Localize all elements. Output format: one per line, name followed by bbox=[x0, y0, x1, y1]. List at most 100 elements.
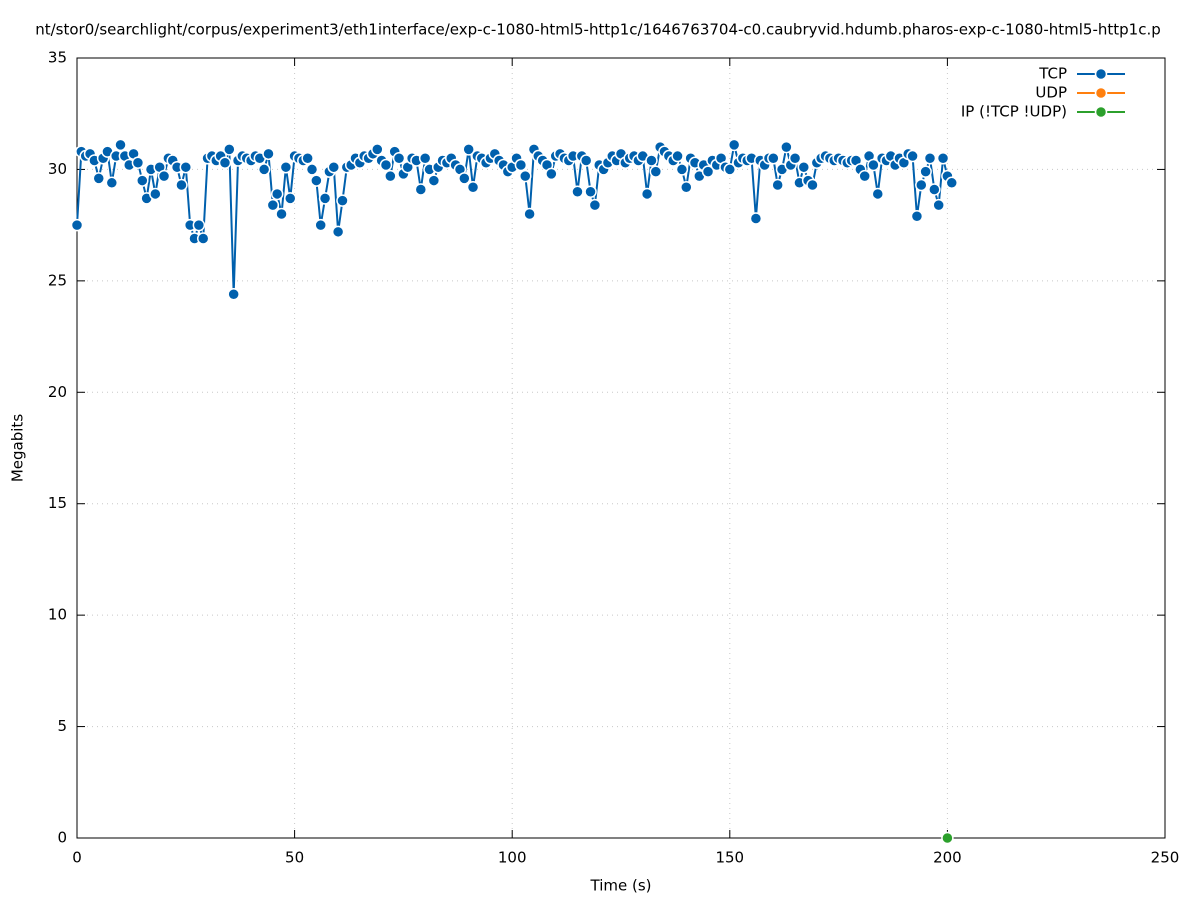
y-tick-label: 20 bbox=[48, 383, 67, 401]
data-point bbox=[519, 169, 532, 183]
data-point bbox=[584, 185, 597, 198]
data-point bbox=[906, 149, 919, 163]
legend-label: IP (!TCP !UDP) bbox=[961, 103, 1067, 121]
data-point bbox=[427, 174, 441, 187]
legend-swatch bbox=[1094, 67, 1108, 81]
data-point bbox=[331, 225, 345, 239]
data-point bbox=[771, 178, 784, 192]
data-point bbox=[645, 154, 658, 167]
data-point bbox=[928, 183, 941, 196]
data-point bbox=[871, 187, 885, 201]
data-point bbox=[275, 207, 288, 221]
data-point bbox=[327, 160, 341, 174]
legend-label: TCP bbox=[1038, 65, 1067, 83]
data-point bbox=[418, 152, 432, 165]
data-point bbox=[640, 187, 654, 201]
data-point bbox=[780, 140, 793, 154]
x-tick-label: 100 bbox=[498, 849, 527, 867]
data-point bbox=[915, 178, 928, 192]
legend-label: UDP bbox=[1035, 84, 1067, 102]
data-point bbox=[314, 218, 327, 232]
data-point bbox=[767, 152, 780, 165]
chart-title: nt/stor0/searchlight/corpus/experiment3/… bbox=[35, 21, 1161, 39]
data-point bbox=[671, 149, 684, 163]
data-point bbox=[305, 163, 319, 176]
data-point bbox=[392, 152, 406, 165]
y-tick-label: 0 bbox=[57, 829, 67, 847]
data-point bbox=[92, 172, 106, 185]
data-point bbox=[797, 160, 811, 174]
data-point bbox=[545, 167, 558, 181]
y-tick-label: 25 bbox=[48, 271, 67, 289]
data-point bbox=[179, 160, 193, 174]
data-point bbox=[858, 169, 871, 183]
data-point bbox=[379, 158, 393, 172]
data-point bbox=[466, 181, 480, 194]
data-point bbox=[936, 152, 950, 165]
data-point bbox=[227, 287, 240, 301]
y-axis-label: Megabits bbox=[9, 414, 27, 482]
data-point bbox=[749, 212, 763, 225]
data-point bbox=[283, 192, 297, 205]
data-point bbox=[301, 152, 314, 165]
x-tick-label: 150 bbox=[715, 849, 744, 867]
data-point bbox=[462, 143, 475, 156]
data-point bbox=[371, 143, 384, 156]
data-point bbox=[910, 209, 924, 223]
data-point bbox=[675, 163, 689, 176]
data-point bbox=[192, 218, 206, 232]
y-tick-label: 35 bbox=[48, 49, 67, 67]
data-point bbox=[218, 156, 232, 169]
x-tick-label: 200 bbox=[933, 849, 962, 867]
data-point bbox=[257, 163, 271, 176]
x-tick-label: 0 bbox=[72, 849, 82, 867]
data-point bbox=[131, 156, 145, 169]
data-point bbox=[105, 176, 119, 190]
data-point bbox=[941, 831, 954, 845]
data-point bbox=[458, 172, 471, 185]
y-tick-label: 15 bbox=[48, 494, 67, 512]
x-tick-label: 250 bbox=[1151, 849, 1180, 867]
data-point bbox=[867, 158, 880, 172]
data-point bbox=[680, 181, 693, 194]
data-point bbox=[523, 207, 536, 221]
data-point bbox=[571, 185, 584, 198]
data-point bbox=[579, 154, 593, 167]
data-point bbox=[279, 160, 293, 174]
data-point bbox=[70, 218, 84, 232]
plot-frame bbox=[76, 57, 1166, 839]
data-point bbox=[923, 152, 937, 165]
legend-swatch bbox=[1094, 86, 1108, 100]
data-point bbox=[727, 138, 741, 152]
data-point bbox=[932, 198, 945, 212]
data-point bbox=[788, 152, 802, 165]
data-point bbox=[223, 143, 236, 156]
data-point bbox=[310, 174, 323, 187]
data-point bbox=[157, 169, 171, 183]
data-point bbox=[649, 165, 663, 178]
x-tick-label: 50 bbox=[285, 849, 304, 867]
data-point bbox=[149, 187, 162, 201]
data-point bbox=[175, 178, 188, 192]
legend-swatch bbox=[1094, 105, 1108, 119]
data-point bbox=[262, 147, 275, 161]
data-point bbox=[270, 187, 284, 201]
data-point bbox=[414, 183, 428, 196]
data-point bbox=[588, 198, 602, 212]
data-point bbox=[266, 198, 280, 212]
y-tick-label: 30 bbox=[48, 160, 67, 178]
data-point bbox=[336, 194, 349, 207]
data-point bbox=[136, 174, 149, 187]
data-point bbox=[806, 178, 819, 192]
data-point bbox=[514, 158, 528, 172]
data-point bbox=[701, 165, 715, 178]
data-point bbox=[919, 165, 932, 178]
y-tick-label: 5 bbox=[57, 717, 67, 735]
data-point bbox=[114, 138, 127, 152]
x-axis-label: Time (s) bbox=[590, 877, 652, 895]
y-tick-label: 10 bbox=[48, 606, 67, 624]
data-point bbox=[384, 169, 397, 183]
data-point bbox=[723, 163, 737, 176]
